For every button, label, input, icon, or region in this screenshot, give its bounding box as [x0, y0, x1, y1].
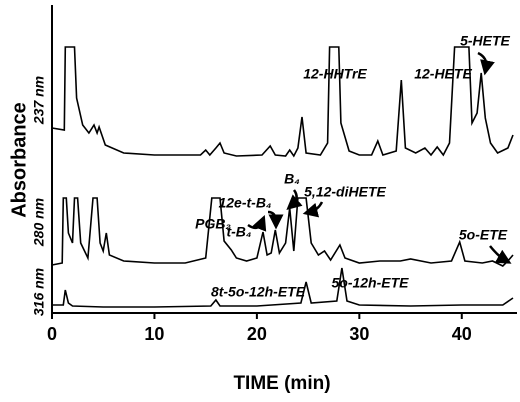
x-tick-label: 0	[47, 324, 57, 344]
arrow	[286, 189, 303, 210]
x-tick-label: 10	[144, 324, 164, 344]
x-axis-label: TIME (min)	[233, 373, 330, 394]
peak-annotation: 12e-t-B₄	[218, 195, 271, 211]
y-axis-label: Absorbance	[8, 102, 30, 218]
peak-annotation: 5o-ETE	[459, 227, 508, 243]
trace-label: 280 nm	[31, 198, 47, 247]
trace-line	[51, 46, 514, 158]
trace-line	[52, 267, 514, 308]
x-tick-label: 30	[349, 324, 369, 344]
arrow	[489, 245, 512, 264]
peak-annotation: 5o-12h-ETE	[331, 275, 409, 291]
trace-line	[51, 197, 514, 267]
peak-annotation: B₄	[284, 171, 300, 187]
peak-annotation: 12-HETE	[414, 66, 472, 82]
arrow	[247, 215, 267, 232]
peak-annotation: t-B₄	[226, 224, 251, 240]
arrow	[302, 201, 324, 218]
arrow	[477, 51, 495, 76]
x-tick-label: 40	[452, 324, 472, 344]
peak-annotation: PGB₂	[195, 216, 231, 232]
x-tick-label: 20	[247, 324, 267, 344]
peak-annotation: 5-HETE	[460, 33, 510, 49]
peak-annotation: 5,12-diHETE	[304, 184, 386, 200]
trace-label: 237 nm	[31, 76, 47, 125]
peak-annotation: 12-HHTrE	[303, 66, 367, 82]
arrow	[267, 210, 284, 230]
trace-label: 316 nm	[31, 268, 47, 316]
arrows	[247, 51, 512, 264]
peak-annotation: 8t-5o-12h-ETE	[211, 284, 306, 300]
